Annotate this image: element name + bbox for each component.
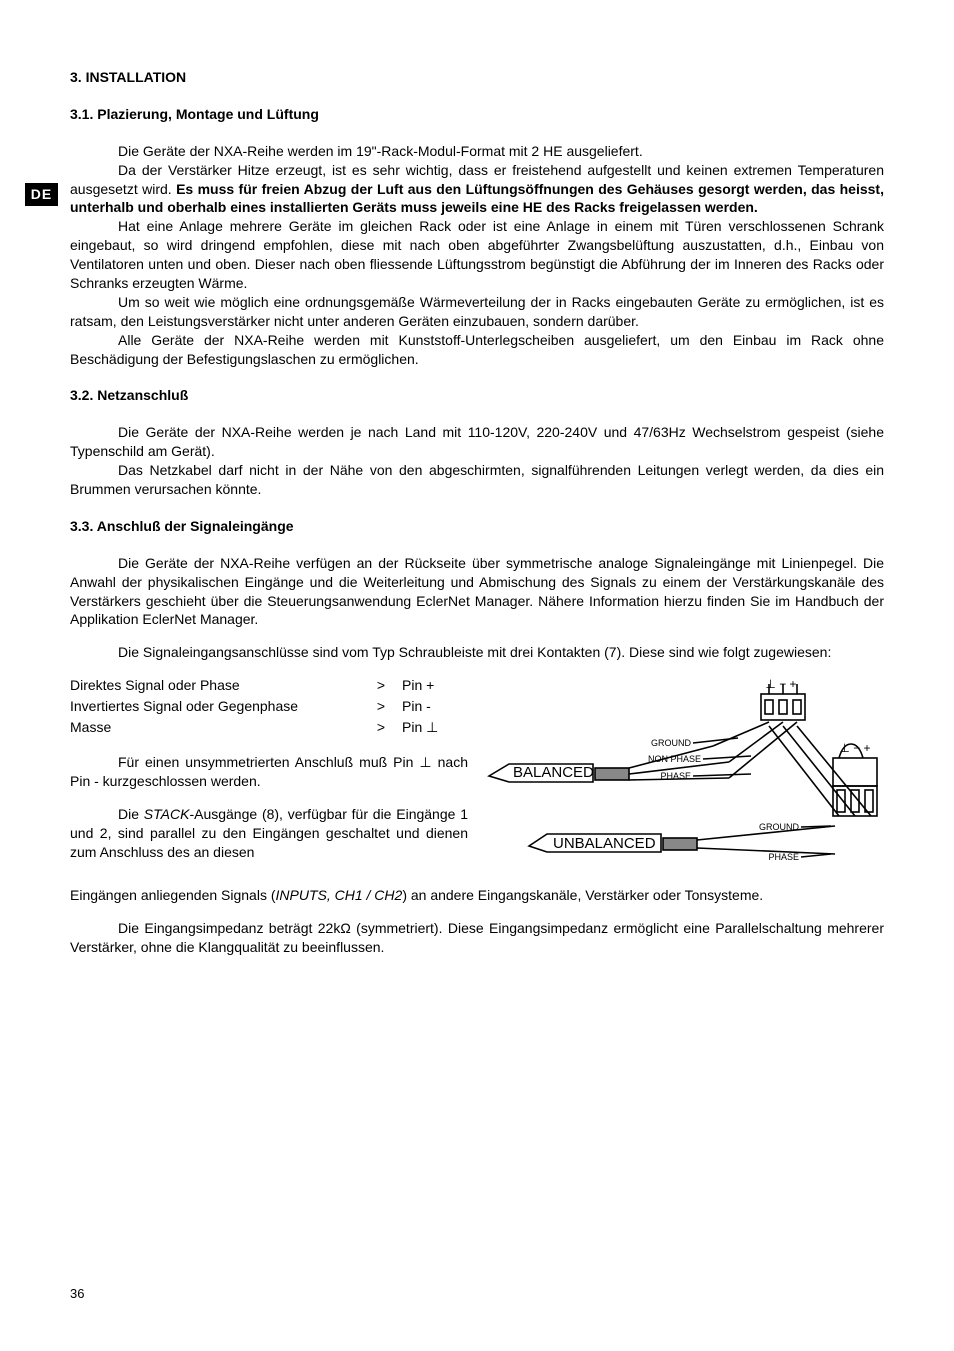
connector-diagram: ⊥ − + ⊥ − +: [482, 676, 884, 886]
table-row: Masse > Pin ⊥: [70, 718, 468, 739]
balanced-label: BALANCED: [513, 764, 594, 781]
pin-value: Pin -: [402, 697, 468, 718]
s31-p5: Alle Geräte der NXA-Reihe werden mit Kun…: [70, 331, 884, 369]
pin-assignment-table: Direktes Signal oder Phase > Pin + Inver…: [70, 676, 468, 739]
s31-p2b-bold: Es muss für freien Abzug der Luft aus de…: [70, 181, 884, 216]
pin-and-diagram-row: Direktes Signal oder Phase > Pin + Inver…: [70, 676, 884, 886]
ground-label: GROUND: [651, 738, 691, 748]
ground-label-2: GROUND: [759, 822, 799, 832]
pin-arrow: >: [366, 676, 402, 697]
section-3-3-body: Die Geräte der NXA-Reihe verfügen an der…: [70, 554, 884, 662]
section-3-heading: 3. INSTALLATION: [70, 68, 884, 87]
pin-value: Pin +: [402, 676, 468, 697]
pin-arrow: >: [366, 718, 402, 739]
table-row: Direktes Signal oder Phase > Pin +: [70, 676, 468, 697]
subsection-3-3-heading: 3.3. Anschluß der Signaleingänge: [70, 517, 884, 536]
s33-p3: Für einen unsymmetrierten Anschluß muß P…: [70, 753, 468, 791]
wiring-diagram-svg: ⊥ − + ⊥ − +: [482, 676, 884, 886]
s32-p2: Das Netzkabel darf nicht in der Nähe von…: [70, 461, 884, 499]
s31-p4: Um so weit wie möglich eine ordnungsgemä…: [70, 293, 884, 331]
s33-p4c: ) an andere Eingangskanäle, Verstärker o…: [402, 887, 763, 903]
subsection-3-2-heading: 3.2. Netzanschluß: [70, 386, 884, 405]
pin-label: Invertiertes Signal oder Gegenphase: [70, 697, 366, 718]
balanced-cable-icon: [595, 722, 871, 816]
s33-p4-em2: INPUTS, CH1 / CH2: [276, 887, 403, 903]
page-number: 36: [70, 1285, 84, 1303]
pin-label: Masse: [70, 718, 366, 739]
language-badge: DE: [25, 183, 58, 206]
s31-p2: Da der Verstärker Hitze erzeugt, ist es …: [70, 161, 884, 218]
section-3-2-body: Die Geräte der NXA-Reihe werden je nach …: [70, 423, 884, 499]
s32-p1: Die Geräte der NXA-Reihe werden je nach …: [70, 423, 884, 461]
pin-arrow: >: [366, 697, 402, 718]
phase-label: PHASE: [660, 771, 691, 781]
pin-label: Direktes Signal oder Phase: [70, 676, 366, 697]
s31-p1: Die Geräte der NXA-Reihe werden im 19"-R…: [70, 142, 884, 161]
nonphase-label: NON PHASE: [648, 754, 701, 764]
s33-p2: Die Signaleingangsanschlüsse sind vom Ty…: [70, 643, 884, 662]
document-page: DE 3. INSTALLATION 3.1. Plazierung, Mont…: [0, 0, 954, 1351]
s31-p3: Hat eine Anlage mehrere Geräte im gleich…: [70, 217, 884, 293]
unbalanced-label: UNBALANCED: [553, 835, 656, 852]
table-row: Invertiertes Signal oder Gegenphase > Pi…: [70, 697, 468, 718]
unbalanced-cable-icon: [663, 826, 835, 854]
pin-left-column: Direktes Signal oder Phase > Pin + Inver…: [70, 676, 468, 861]
section-3-1-body: Die Geräte der NXA-Reihe werden im 19"-R…: [70, 142, 884, 369]
phase-label-2: PHASE: [768, 852, 799, 862]
s33-p5: Die Eingangsimpedanz beträgt 22kΩ (symme…: [70, 919, 884, 957]
s33-p4-em: STACK: [144, 806, 190, 822]
pin-value: Pin ⊥: [402, 718, 468, 739]
top-symbols: ⊥ − +: [765, 677, 796, 691]
s33-p4a: Die: [118, 806, 144, 822]
s33-p1: Die Geräte der NXA-Reihe verfügen an der…: [70, 554, 884, 630]
s33-p4-left: Die STACK-Ausgänge (8), verfügbar für di…: [70, 805, 468, 862]
s33-p4-continued: Eingängen anliegenden Signals (INPUTS, C…: [70, 886, 884, 905]
subsection-3-1-heading: 3.1. Plazierung, Montage und Lüftung: [70, 105, 884, 124]
